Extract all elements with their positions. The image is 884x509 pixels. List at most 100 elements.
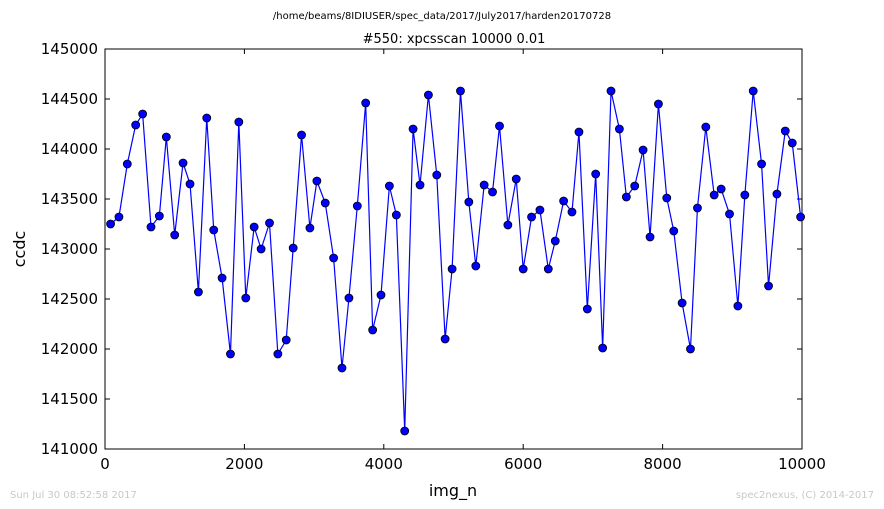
data-point bbox=[178, 158, 188, 168]
data-point bbox=[606, 86, 616, 96]
data-point bbox=[614, 124, 624, 134]
data-point bbox=[288, 243, 298, 253]
data-point bbox=[686, 344, 695, 354]
data-point bbox=[193, 287, 203, 297]
data-point bbox=[161, 132, 171, 142]
data-point bbox=[241, 293, 251, 303]
y-tick-label: 144500 bbox=[41, 90, 98, 108]
chart-title: #550: xpcsscan 10000 0.01 bbox=[363, 32, 546, 47]
y-tick-label: 143000 bbox=[41, 240, 98, 258]
data-point bbox=[780, 126, 790, 136]
data-point bbox=[408, 124, 418, 134]
series-line bbox=[110, 90, 802, 432]
data-point bbox=[479, 180, 489, 190]
data-point bbox=[447, 264, 457, 274]
data-point bbox=[591, 169, 601, 179]
x-tick-label: 6000 bbox=[504, 455, 542, 473]
data-point bbox=[733, 301, 743, 311]
y-tick-label: 141500 bbox=[41, 390, 98, 408]
data-point bbox=[122, 159, 132, 169]
data-point bbox=[701, 122, 711, 132]
data-point bbox=[432, 170, 442, 180]
data-point bbox=[440, 334, 450, 344]
data-point bbox=[677, 298, 687, 308]
x-tick-label: 0 bbox=[100, 455, 110, 473]
data-point bbox=[748, 86, 758, 96]
data-point bbox=[138, 109, 148, 119]
data-point bbox=[312, 176, 322, 186]
data-point bbox=[654, 99, 663, 109]
y-tick-label: 143500 bbox=[41, 190, 98, 208]
data-point bbox=[488, 187, 497, 197]
data-point bbox=[337, 363, 347, 373]
data-point bbox=[209, 225, 219, 235]
y-tick-label: 142500 bbox=[41, 290, 98, 308]
x-tick-label: 10000 bbox=[778, 455, 826, 473]
data-point bbox=[471, 261, 481, 271]
data-point bbox=[391, 210, 401, 220]
data-point bbox=[621, 192, 631, 202]
x-axis-label: img_n bbox=[429, 481, 477, 501]
footer-timestamp: Sun Jul 30 08:52:58 2017 bbox=[10, 490, 137, 501]
data-point bbox=[456, 86, 465, 96]
data-point bbox=[297, 130, 306, 140]
data-point bbox=[226, 349, 235, 359]
data-point bbox=[796, 212, 806, 222]
data-point bbox=[787, 138, 797, 148]
data-point bbox=[709, 190, 719, 200]
y-tick-label: 141000 bbox=[41, 440, 98, 458]
data-point bbox=[550, 236, 560, 246]
data-point bbox=[574, 127, 584, 137]
y-tick-label: 145000 bbox=[41, 40, 98, 58]
y-axis-label: ccdc bbox=[10, 231, 29, 268]
x-tick-label: 8000 bbox=[644, 455, 682, 473]
data-point bbox=[503, 220, 513, 230]
data-point bbox=[273, 349, 283, 359]
data-point bbox=[740, 190, 750, 200]
data-point bbox=[368, 325, 378, 335]
data-point bbox=[154, 211, 164, 221]
x-tick-label: 2000 bbox=[225, 455, 263, 473]
data-point bbox=[344, 293, 354, 303]
data-point bbox=[764, 281, 773, 291]
y-tick-label: 142000 bbox=[41, 340, 98, 358]
data-point bbox=[543, 264, 553, 274]
data-point bbox=[716, 184, 726, 194]
data-point bbox=[464, 197, 474, 207]
data-point bbox=[725, 209, 734, 219]
data-point bbox=[757, 159, 766, 169]
data-point bbox=[535, 205, 545, 215]
data-point bbox=[202, 113, 212, 123]
footer-credit: spec2nexus, (C) 2014-2017 bbox=[736, 490, 874, 501]
data-series bbox=[106, 86, 806, 436]
data-point bbox=[146, 222, 156, 232]
data-point bbox=[320, 198, 330, 208]
data-point bbox=[567, 207, 577, 217]
data-point bbox=[415, 180, 425, 190]
figure-suptitle: /home/beams/8IDIUSER/spec_data/2017/July… bbox=[273, 11, 611, 22]
data-point bbox=[424, 90, 433, 100]
data-point bbox=[131, 120, 141, 130]
data-point bbox=[495, 121, 504, 131]
data-point bbox=[256, 244, 266, 254]
data-point bbox=[598, 343, 608, 353]
data-point bbox=[185, 179, 195, 189]
data-point bbox=[559, 196, 569, 206]
data-point bbox=[384, 181, 394, 191]
data-point bbox=[249, 222, 259, 232]
data-point bbox=[265, 218, 274, 228]
data-point bbox=[693, 203, 702, 213]
data-point bbox=[329, 253, 339, 263]
data-point bbox=[376, 290, 386, 300]
data-point bbox=[630, 181, 640, 191]
data-point bbox=[582, 304, 592, 314]
data-point bbox=[106, 219, 115, 229]
axis-ticks: 0 2000 4000 6000 8000 10000 141000 141500 142000… bbox=[41, 40, 826, 473]
data-point bbox=[645, 232, 655, 242]
data-point bbox=[518, 264, 528, 274]
data-point bbox=[170, 230, 180, 240]
data-point bbox=[527, 212, 536, 222]
x-tick-label: 4000 bbox=[365, 455, 403, 473]
data-point bbox=[361, 98, 371, 108]
